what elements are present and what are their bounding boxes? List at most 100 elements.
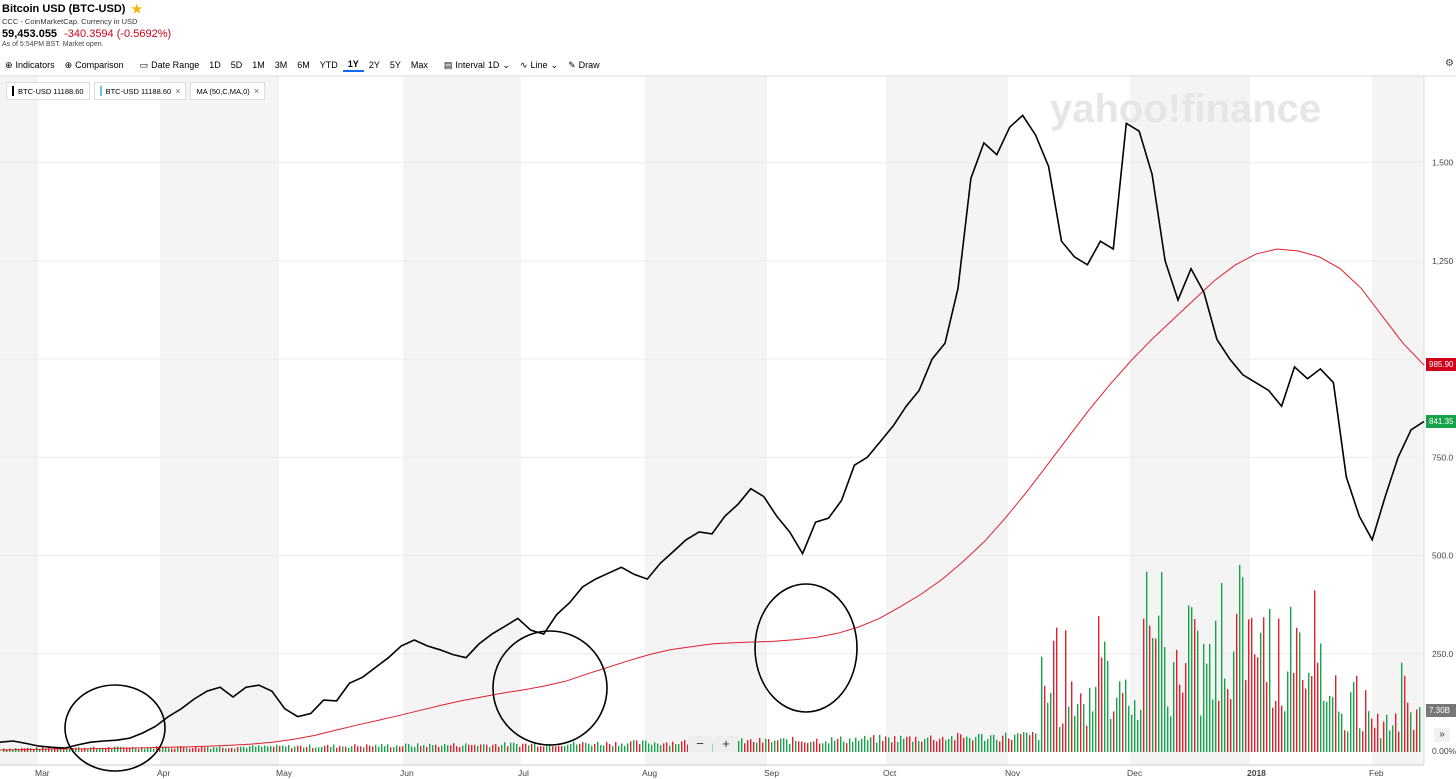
- range-button-max[interactable]: Max: [410, 60, 428, 70]
- volume-bar: [18, 748, 20, 752]
- volume-bar: [597, 741, 599, 752]
- volume-bar: [1029, 735, 1031, 752]
- volume-bar: [1122, 692, 1124, 752]
- volume-bar: [594, 743, 596, 752]
- chart-type-dropdown[interactable]: ∿ Line ⌄: [515, 60, 563, 71]
- comparison-button[interactable]: ⊕ Comparison: [60, 60, 129, 71]
- volume-bar: [1392, 725, 1394, 752]
- range-button-6m[interactable]: 6M: [297, 60, 310, 70]
- volume-bar: [1002, 735, 1004, 752]
- legend-item-comparison[interactable]: BTC-USD 11188.60 ×: [93, 82, 187, 100]
- range-button-5d[interactable]: 5D: [230, 60, 243, 70]
- volume-bar: [240, 746, 242, 752]
- annotation-circle: [64, 684, 166, 772]
- volume-bar: [261, 746, 263, 752]
- legend-item-price[interactable]: BTC-USD 11188.60: [6, 82, 90, 100]
- volume-bar: [942, 736, 944, 752]
- range-button-5y[interactable]: 5Y: [389, 60, 401, 70]
- volume-bar: [1047, 702, 1049, 752]
- x-tick-label: Feb: [1369, 768, 1384, 778]
- volume-bar: [483, 744, 485, 752]
- volume-bar: [69, 748, 71, 752]
- gear-icon[interactable]: ⚙: [1445, 58, 1454, 69]
- volume-bar: [432, 745, 434, 752]
- volume-bar: [639, 744, 641, 752]
- indicators-button[interactable]: ⊕ Indicators: [0, 60, 60, 71]
- draw-button[interactable]: ✎ Draw: [563, 60, 605, 71]
- volume-bar: [1260, 632, 1262, 752]
- volume-bar: [567, 744, 569, 752]
- volume-bar: [747, 740, 749, 752]
- volume-bar: [1092, 711, 1094, 752]
- volume-bar: [1368, 711, 1370, 752]
- volume-bar: [798, 741, 800, 752]
- expand-button[interactable]: »: [1434, 728, 1450, 742]
- volume-bar: [801, 741, 803, 752]
- volume-bar: [306, 747, 308, 752]
- volume-bar: [1332, 697, 1334, 752]
- volume-bar: [87, 749, 89, 752]
- volume-bar: [1017, 733, 1019, 752]
- volume-bar: [903, 738, 905, 752]
- close-icon[interactable]: ×: [175, 86, 181, 96]
- volume-bar: [837, 738, 839, 752]
- volume-bar: [918, 740, 920, 752]
- interval-dropdown[interactable]: ▤ Interval 1D ⌄: [439, 60, 515, 71]
- volume-bar: [858, 740, 860, 752]
- volume-bar: [1128, 705, 1130, 752]
- volume-bar: [360, 746, 362, 752]
- x-tick-label: Jul: [518, 768, 529, 778]
- volume-bar: [738, 740, 740, 752]
- volume-bar: [1080, 693, 1082, 752]
- star-icon[interactable]: ★: [131, 2, 143, 16]
- range-button-ytd[interactable]: YTD: [319, 60, 338, 70]
- volume-bar: [891, 742, 893, 752]
- draw-label: Draw: [578, 60, 600, 70]
- range-button-3m[interactable]: 3M: [274, 60, 288, 70]
- volume-bar: [501, 744, 503, 752]
- close-icon[interactable]: ×: [253, 86, 260, 96]
- volume-bar: [933, 739, 935, 752]
- legend-item-ma[interactable]: MA (50,C,MA,0) ×: [190, 82, 266, 100]
- date-range-button[interactable]: ▭ Date Range: [135, 60, 205, 71]
- volume-bar: [351, 746, 353, 752]
- zoom-in-button[interactable]: +: [714, 736, 738, 752]
- volume-bar: [1107, 660, 1109, 752]
- calendar-icon: ▭: [139, 59, 149, 70]
- volume-bar: [660, 745, 662, 752]
- quote-change: -340.3594 (-0.5692%): [64, 28, 172, 40]
- volume-bar: [318, 747, 320, 752]
- volume-bar: [90, 747, 92, 752]
- volume-bar: [1212, 699, 1214, 752]
- volume-bar: [183, 747, 185, 752]
- range-button-1d[interactable]: 1D: [209, 60, 221, 70]
- volume-bar: [417, 743, 419, 752]
- volume-bar: [1287, 671, 1289, 752]
- volume-bar: [408, 744, 410, 752]
- volume-bar: [1242, 577, 1244, 752]
- legend-label: BTC-USD 11188.60: [105, 86, 172, 96]
- zoom-out-button[interactable]: −: [688, 736, 712, 752]
- volume-bar: [1041, 656, 1043, 752]
- volume-bar: [243, 746, 245, 752]
- volume-bar: [300, 745, 302, 752]
- range-button-1m[interactable]: 1M: [252, 60, 265, 70]
- volume-bar: [123, 747, 125, 752]
- volume-bar: [492, 744, 494, 752]
- volume-bar: [264, 745, 266, 752]
- range-button-1y[interactable]: 1Y: [342, 59, 364, 72]
- volume-bar: [969, 737, 971, 752]
- volume-bar: [525, 743, 527, 752]
- volume-bar: [519, 746, 521, 752]
- volume-bar: [1230, 699, 1232, 752]
- range-button-2y[interactable]: 2Y: [368, 60, 380, 70]
- volume-bar: [1275, 700, 1277, 752]
- volume-bar: [1329, 695, 1331, 752]
- volume-bar: [930, 735, 932, 752]
- volume-bar: [63, 748, 65, 752]
- x-tick-label: Aug: [642, 768, 657, 778]
- x-tick-label: Apr: [157, 768, 170, 778]
- volume-bar: [405, 743, 407, 752]
- volume-bar: [1239, 564, 1241, 752]
